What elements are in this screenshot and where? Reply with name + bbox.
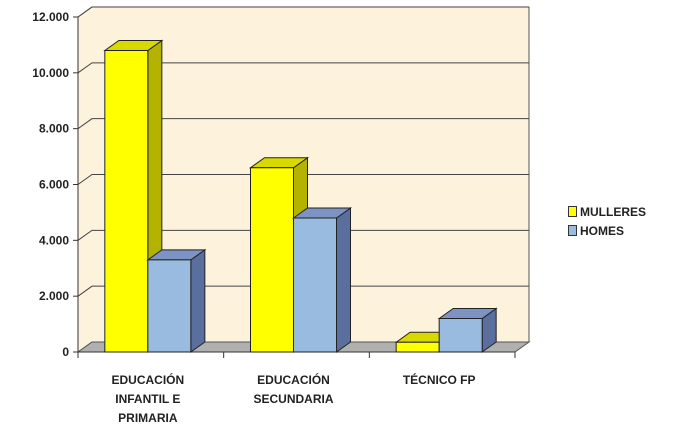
bar-homes-0 [146, 248, 207, 353]
legend-label-homes: HOMES [580, 223, 625, 238]
x-axis-category-labels: EDUCACIÓN INFANTIL E PRIMARIA EDUCACIÓN SECU… [111, 372, 475, 425]
bar-front-face [438, 318, 483, 353]
bar-front-face [293, 217, 337, 353]
gridline [77, 118, 529, 130]
x-category-label-line: INFANTIL E [115, 392, 180, 406]
bar-front-face [147, 259, 192, 353]
bar-homes-1 [291, 207, 353, 353]
gridline [77, 285, 529, 297]
x-category-label-line: SECUNDARIA [253, 392, 333, 406]
bar-homes-2 [437, 307, 498, 353]
bar-side-face [190, 248, 206, 353]
y-tick-label: 2.000 [39, 289, 69, 303]
bar-front-face [250, 167, 294, 353]
y-tick-label: 6.000 [39, 178, 69, 192]
bar-mulleres-0 [103, 39, 164, 353]
y-tick-label: 0 [62, 345, 69, 359]
legend-item-mulleres: MULLERES [568, 202, 686, 221]
gridline [77, 229, 529, 241]
y-tick-label: 12.000 [32, 10, 69, 24]
bar-front-face [395, 341, 440, 353]
gridlines [77, 6, 529, 297]
legend-item-homes: HOMES [568, 221, 686, 240]
bar-front-face [104, 50, 149, 353]
y-axis-tick-labels: 0 2.000 4.000 6.000 8.000 10.000 12.000 [32, 10, 69, 359]
x-category-label: EDUCACIÓN INFANTIL E PRIMARIA [111, 372, 184, 425]
bar-side-face [336, 207, 351, 353]
y-tick-label: 10.000 [32, 66, 69, 80]
legend: MULLERES HOMES [568, 202, 686, 240]
legend-label-mulleres: MULLERES [580, 204, 646, 219]
y-tick-label: 4.000 [39, 233, 69, 247]
bars [103, 39, 498, 353]
legend-swatch-homes [568, 225, 577, 236]
x-category-label-line: TÉCNICO FP [403, 372, 476, 387]
gridline [77, 62, 529, 74]
legend-swatch-mulleres [568, 206, 577, 217]
x-category-label: EDUCACIÓN SECUNDARIA [253, 372, 333, 406]
y-tick-label: 8.000 [39, 122, 69, 136]
x-category-label: TÉCNICO FP [403, 372, 476, 387]
gridline [77, 174, 529, 185]
gridline [77, 6, 529, 18]
x-category-label-line: EDUCACIÓN [257, 372, 330, 387]
x-category-label-line: EDUCACIÓN [111, 372, 184, 387]
x-category-label-line: PRIMARIA [118, 411, 178, 425]
